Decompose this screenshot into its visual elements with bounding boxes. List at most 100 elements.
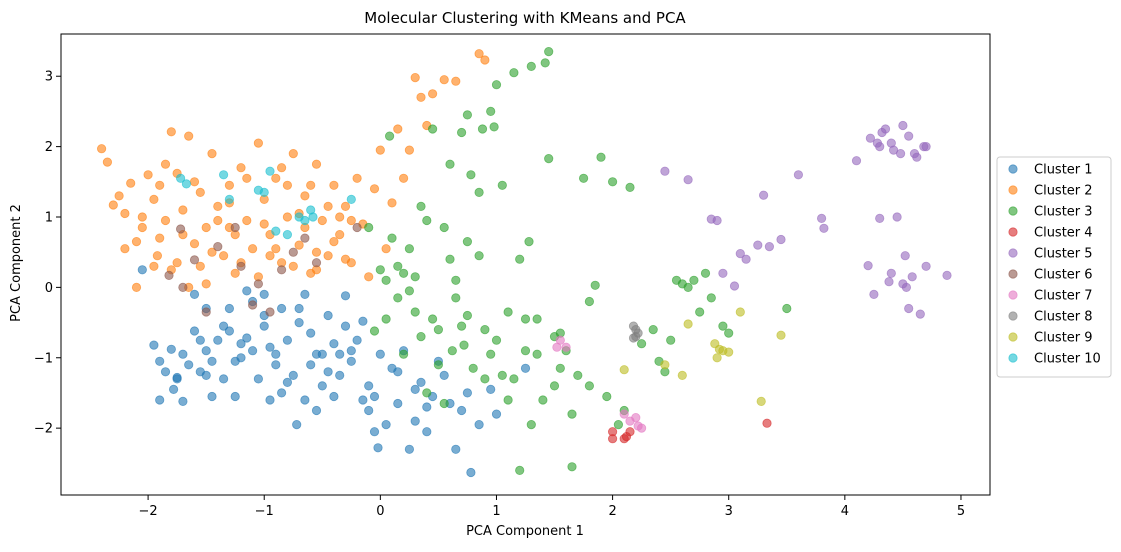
plot-area: [97, 46, 952, 478]
data-point: [271, 244, 281, 254]
data-point: [683, 319, 693, 329]
data-point: [607, 434, 618, 444]
data-point: [724, 347, 734, 357]
data-point: [762, 418, 772, 428]
data-point: [288, 149, 298, 159]
data-point: [503, 307, 513, 317]
data-point: [97, 144, 107, 154]
data-point: [172, 258, 182, 268]
data-point: [317, 381, 327, 391]
data-point: [625, 182, 635, 192]
y-tick-label: 0: [45, 281, 53, 296]
data-point: [540, 58, 550, 68]
legend-label: Cluster 7: [1034, 289, 1093, 304]
data-point: [126, 178, 136, 188]
data-point: [184, 360, 194, 370]
data-point: [300, 395, 310, 405]
legend: Cluster 1 Cluster 2 Cluster 3 Cluster 4 Clus…: [996, 156, 1112, 378]
data-point: [102, 157, 113, 167]
data-point: [578, 173, 589, 183]
legend-label: Cluster 4: [1034, 226, 1093, 241]
data-point: [230, 222, 240, 233]
series-cluster-4: [607, 418, 772, 444]
data-point: [515, 254, 525, 264]
data-point: [764, 242, 775, 252]
data-point: [607, 177, 618, 187]
legend-marker: [1008, 269, 1018, 279]
data-point: [329, 180, 339, 190]
data-point: [468, 363, 478, 373]
data-point: [410, 73, 420, 83]
legend-marker: [1008, 206, 1018, 216]
data-point: [213, 335, 223, 345]
x-tick-label: 5: [957, 504, 965, 519]
data-point: [369, 184, 380, 194]
data-point: [369, 391, 380, 402]
legend-label: Cluster 6: [1034, 268, 1093, 283]
data-point: [509, 68, 519, 78]
data-point: [532, 349, 542, 359]
data-point: [207, 356, 217, 366]
data-point: [189, 239, 200, 249]
data-point: [683, 175, 693, 185]
data-point: [181, 179, 191, 189]
data-point: [253, 374, 263, 384]
data-point: [524, 237, 534, 247]
data-point: [509, 374, 519, 384]
data-point: [346, 215, 356, 226]
data-point: [308, 212, 318, 222]
data-point: [317, 215, 327, 226]
legend-item: Cluster 9: [1008, 331, 1093, 346]
data-point: [306, 328, 316, 338]
data-point: [526, 61, 536, 72]
data-point: [474, 49, 484, 59]
data-point: [282, 230, 292, 240]
data-point: [439, 398, 449, 409]
data-point: [544, 154, 554, 164]
data-point: [886, 268, 896, 278]
legend-label: Cluster 8: [1034, 310, 1093, 325]
data-point: [486, 349, 496, 359]
data-point: [497, 180, 507, 190]
data-point: [149, 194, 159, 204]
data-point: [271, 349, 281, 359]
data-point: [300, 289, 310, 299]
data-point: [294, 317, 304, 328]
data-point: [398, 268, 409, 278]
data-point: [427, 89, 438, 99]
data-point: [201, 222, 211, 233]
data-point: [758, 190, 769, 200]
data-point: [393, 398, 403, 409]
data-point: [538, 395, 548, 405]
data-point: [631, 412, 641, 423]
data-point: [381, 275, 391, 285]
data-point: [677, 279, 687, 289]
data-point: [660, 360, 670, 370]
data-point: [364, 222, 374, 233]
data-point: [189, 289, 200, 299]
data-point: [567, 409, 577, 419]
series-cluster-1: [137, 265, 531, 478]
data-point: [230, 356, 240, 366]
data-point: [294, 303, 304, 314]
y-axis-label: PCA Component 2: [9, 204, 24, 322]
data-point: [346, 194, 356, 204]
data-point: [462, 310, 472, 321]
data-point: [480, 55, 490, 65]
data-point: [323, 367, 333, 377]
x-tick-label: 4: [841, 504, 849, 519]
data-point: [164, 270, 174, 280]
data-point: [358, 316, 368, 326]
data-point: [706, 293, 716, 303]
legend-marker: [1008, 248, 1018, 258]
data-point: [242, 215, 252, 226]
data-point: [329, 339, 339, 349]
data-point: [491, 335, 502, 345]
data-point: [152, 251, 162, 261]
data-point: [427, 124, 438, 134]
data-point: [282, 377, 292, 387]
data-point: [311, 405, 322, 416]
data-point: [416, 331, 426, 342]
data-point: [137, 265, 147, 275]
